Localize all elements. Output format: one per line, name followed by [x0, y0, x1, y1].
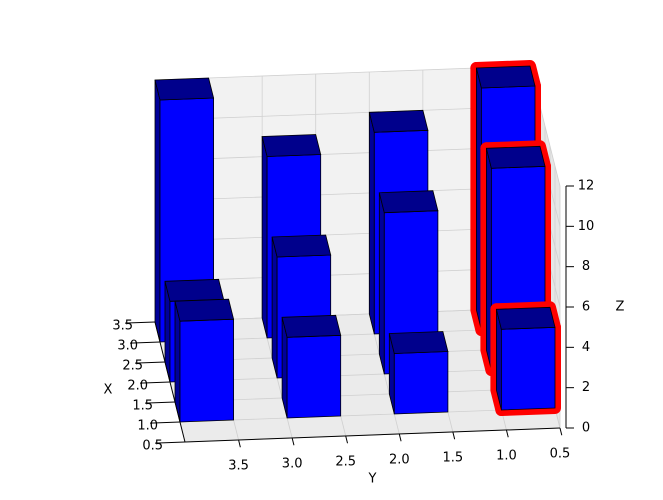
z-tick-label: 12: [578, 179, 595, 194]
bar-side: [368, 112, 375, 335]
x-tick-mark: [124, 321, 156, 324]
bar-top: [261, 134, 322, 157]
x-tick-label: 2.0: [127, 379, 148, 394]
y-axis-line: [184, 427, 561, 443]
y-tick-mark: [398, 433, 402, 442]
x-tick-mark: [144, 401, 176, 404]
bar-top: [495, 306, 556, 330]
x-tick-mark: [154, 441, 186, 444]
y-tick-label: 1.0: [496, 449, 517, 464]
y-tick-mark: [291, 437, 295, 446]
bar-side: [271, 236, 278, 379]
bar-side: [378, 192, 385, 375]
y-tick-mark: [505, 429, 509, 438]
bar-top: [164, 278, 225, 302]
bar-top: [485, 145, 546, 169]
x-tick-label: 0.5: [142, 439, 163, 454]
bar-front: [179, 318, 235, 423]
y-tick-label: 1.5: [443, 451, 464, 466]
bar: [174, 298, 235, 423]
grid-line: [179, 407, 556, 423]
bar-top: [368, 109, 429, 133]
bar-front: [500, 326, 556, 411]
y-tick-label: 3.0: [282, 457, 303, 472]
x-tick-mark: [134, 361, 166, 364]
bar-top: [154, 77, 215, 101]
bar-top: [475, 65, 536, 89]
z-tick-label: 4: [582, 340, 590, 355]
x-tick-mark: [139, 381, 171, 384]
bar: [388, 331, 449, 415]
x-tick-label: 2.5: [122, 359, 143, 374]
bar-front: [286, 334, 342, 419]
grid-line: [154, 226, 531, 242]
bar-front: [393, 351, 449, 415]
y-tick-mark: [559, 427, 563, 436]
x-axis-line: [154, 321, 186, 443]
y-tick-label: 2.5: [335, 455, 356, 470]
bar-top: [378, 190, 439, 214]
x-tick-label: 3.0: [117, 339, 138, 354]
x-tick-label: 1.0: [137, 419, 158, 434]
y-tick-mark: [345, 435, 348, 444]
bar-top: [174, 298, 235, 322]
z-tick-label: 2: [582, 380, 590, 395]
y-tick-mark: [452, 431, 456, 440]
z-tick-label: 6: [582, 300, 590, 315]
z-tick-label: 10: [578, 219, 595, 234]
z-tick-label: 0: [582, 421, 590, 436]
y-axis-label: Y: [368, 472, 377, 487]
x-tick-mark: [149, 421, 181, 424]
grid-line: [174, 387, 551, 403]
y-tick-mark: [238, 439, 241, 448]
bar: [495, 306, 556, 411]
z-axis-label: Z: [616, 300, 625, 315]
bar-side: [154, 79, 161, 343]
grid-line: [154, 65, 531, 81]
grid-line: [154, 186, 531, 202]
y-tick-label: 0.5: [550, 447, 571, 462]
x-tick-label: 3.5: [112, 319, 133, 334]
x-axis-label: X: [104, 383, 113, 398]
bar-top: [281, 314, 342, 338]
y-tick-label: 2.0: [389, 453, 410, 468]
bar-top: [271, 234, 332, 258]
bar: [281, 314, 342, 419]
grid-line: [154, 105, 531, 121]
bar-top: [388, 331, 449, 354]
z-tick-label: 8: [582, 259, 590, 274]
grid-line: [154, 146, 531, 162]
y-tick-label: 3.5: [228, 459, 249, 474]
x-tick-label: 1.5: [132, 399, 153, 414]
bar-side: [261, 136, 268, 339]
x-tick-mark: [129, 341, 161, 344]
